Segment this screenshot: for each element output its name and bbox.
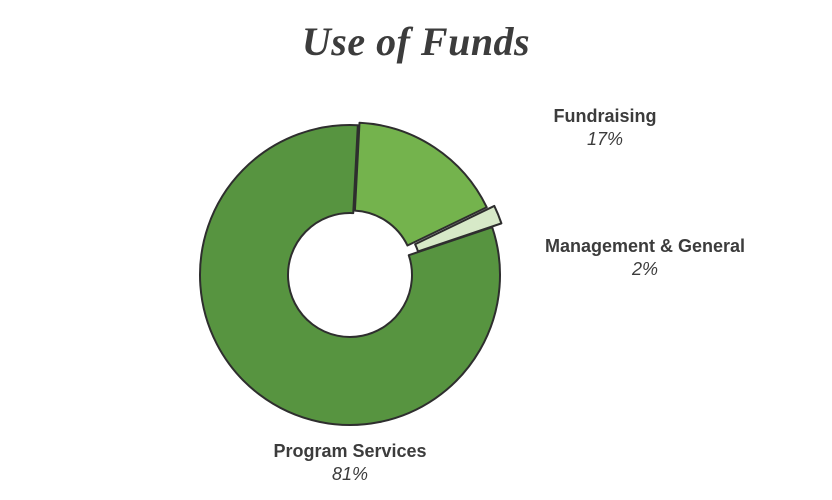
donut-svg: [0, 65, 832, 495]
label-program: Program Services81%: [250, 440, 450, 485]
label-fundraising: Fundraising17%: [515, 105, 695, 150]
label-program-percent: 81%: [250, 463, 450, 486]
label-management: Management & General2%: [515, 235, 775, 280]
chart-title: Use of Funds: [0, 0, 832, 65]
label-management-percent: 2%: [515, 258, 775, 281]
label-fundraising-percent: 17%: [515, 128, 695, 151]
label-program-name: Program Services: [250, 440, 450, 463]
label-management-name: Management & General: [515, 235, 775, 258]
label-fundraising-name: Fundraising: [515, 105, 695, 128]
donut-chart: Fundraising17% Management & General2% Prog…: [0, 65, 832, 495]
